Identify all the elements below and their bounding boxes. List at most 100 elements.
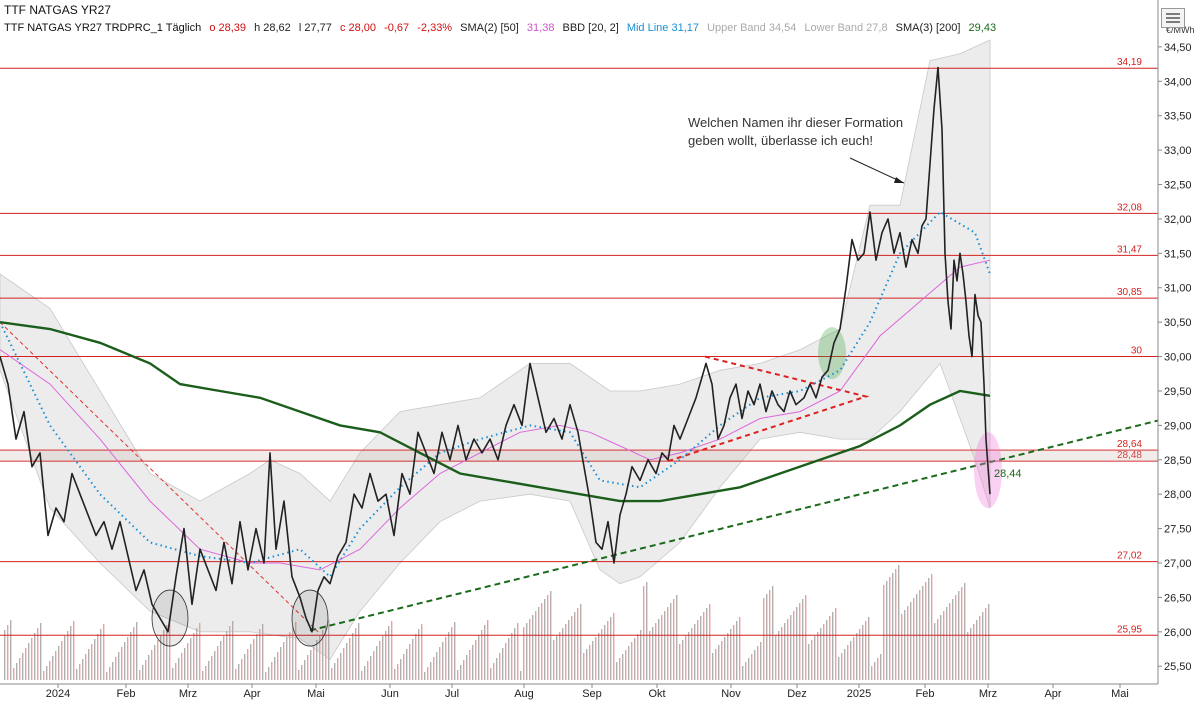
volume-bar [319,635,321,680]
volume-bar [685,636,687,680]
volume-bar [157,640,159,680]
volume-bar [85,654,87,680]
volume-bar [103,624,105,680]
volume-bar [637,634,639,680]
y-axis-unit: €/MWh [1166,25,1195,35]
volume-bar [883,585,885,680]
volume-bar [730,629,732,680]
volume-bar [253,639,255,680]
volume-bar [421,624,423,680]
volume-bar [259,629,261,680]
volume-bar [790,615,792,680]
volume-bar [805,595,807,680]
volume-bar [484,625,486,680]
volume-bar [925,582,927,680]
volume-bar [121,647,123,680]
sma50-line [0,259,991,571]
volume-bar [307,655,309,680]
volume-bar [541,603,543,680]
volume-bar [661,615,663,680]
volume-bar [373,651,375,680]
volume-bar [634,638,636,680]
legend-sma50-label: SMA(2) [50] [460,22,519,34]
chart-legend: TTF NATGAS YR27 TRDPRC_1 Täglich o 28,39… [4,22,1001,34]
volume-bar [868,617,870,680]
volume-bar [427,667,429,680]
volume-bar [829,616,831,680]
volume-bar [907,606,909,680]
volume-bar [316,640,318,680]
volume-bar [880,654,882,680]
legend-change-pct: -2,33% [417,22,453,34]
volume-bar [76,669,78,680]
volume-bar [760,642,762,680]
level-label: 32,08 [1117,202,1142,213]
volume-bar [451,627,453,680]
x-tick-label: Aug [514,688,534,700]
volume-bar [130,632,132,680]
volume-bar [322,630,324,680]
x-axis-panel [0,684,1200,700]
legend-low: l 27,77 [298,22,332,34]
y-tick-label: 33,00 [1164,145,1192,157]
volume-bar [670,603,672,680]
volume-bar [607,621,609,680]
volume-bar [736,621,738,680]
volume-bar [586,649,588,680]
volume-bar [649,631,651,680]
volume-bar [811,640,813,680]
volume-bar [151,650,153,680]
volume-bar [847,645,849,680]
volume-bar [598,633,600,680]
volume-bar [826,620,828,680]
volume-bar [229,626,231,680]
settings-button[interactable] [1161,8,1185,28]
volume-bar [331,668,333,680]
level-label: 27,02 [1117,551,1142,562]
volume-bar [52,656,54,680]
y-tick-label: 30,50 [1164,317,1192,329]
rising-trendline [309,419,1159,632]
legend-high: h 28,62 [254,22,291,34]
volume-bar [937,619,939,680]
volume-bar [691,628,693,680]
volume-bar [556,636,558,680]
volume-bar [646,582,648,680]
y-tick-label: 26,50 [1164,592,1192,604]
volume-bar [346,643,348,680]
volume-bar [241,659,243,680]
volume-bar [349,638,351,680]
legend-instrument: TTF NATGAS YR27 TRDPRC_1 Täglich [4,22,202,34]
volume-bar [193,633,195,680]
volume-bar [631,642,633,680]
volume-bar [871,666,873,680]
volume-bar [982,612,984,680]
volume-bar [940,615,942,680]
volume-bar [148,655,150,680]
volume-bar [127,637,129,680]
y-tick-label: 34,00 [1164,76,1192,88]
volume-bar [862,625,864,680]
volume-bar [535,611,537,680]
volume-bar [739,617,741,680]
volume-bar [298,670,300,680]
volume-bar [376,646,378,680]
volume-bar [580,604,582,680]
volume-bar [964,583,966,680]
volume-bar [388,626,390,680]
volume-bar [490,668,492,680]
volume-bar [46,666,48,680]
volume-bar [616,662,618,680]
volume-bar [136,622,138,680]
volume-bar [412,639,414,680]
volume-bar [979,616,981,680]
x-tick-label: Sep [582,688,602,700]
volume-bar [4,630,6,680]
volume-bar [184,648,186,680]
volume-bar [565,624,567,680]
volume-bar [823,624,825,680]
volume-bar [409,644,411,680]
volume-bar [352,633,354,680]
volume-bar [901,614,903,680]
volume-bar [145,660,147,680]
